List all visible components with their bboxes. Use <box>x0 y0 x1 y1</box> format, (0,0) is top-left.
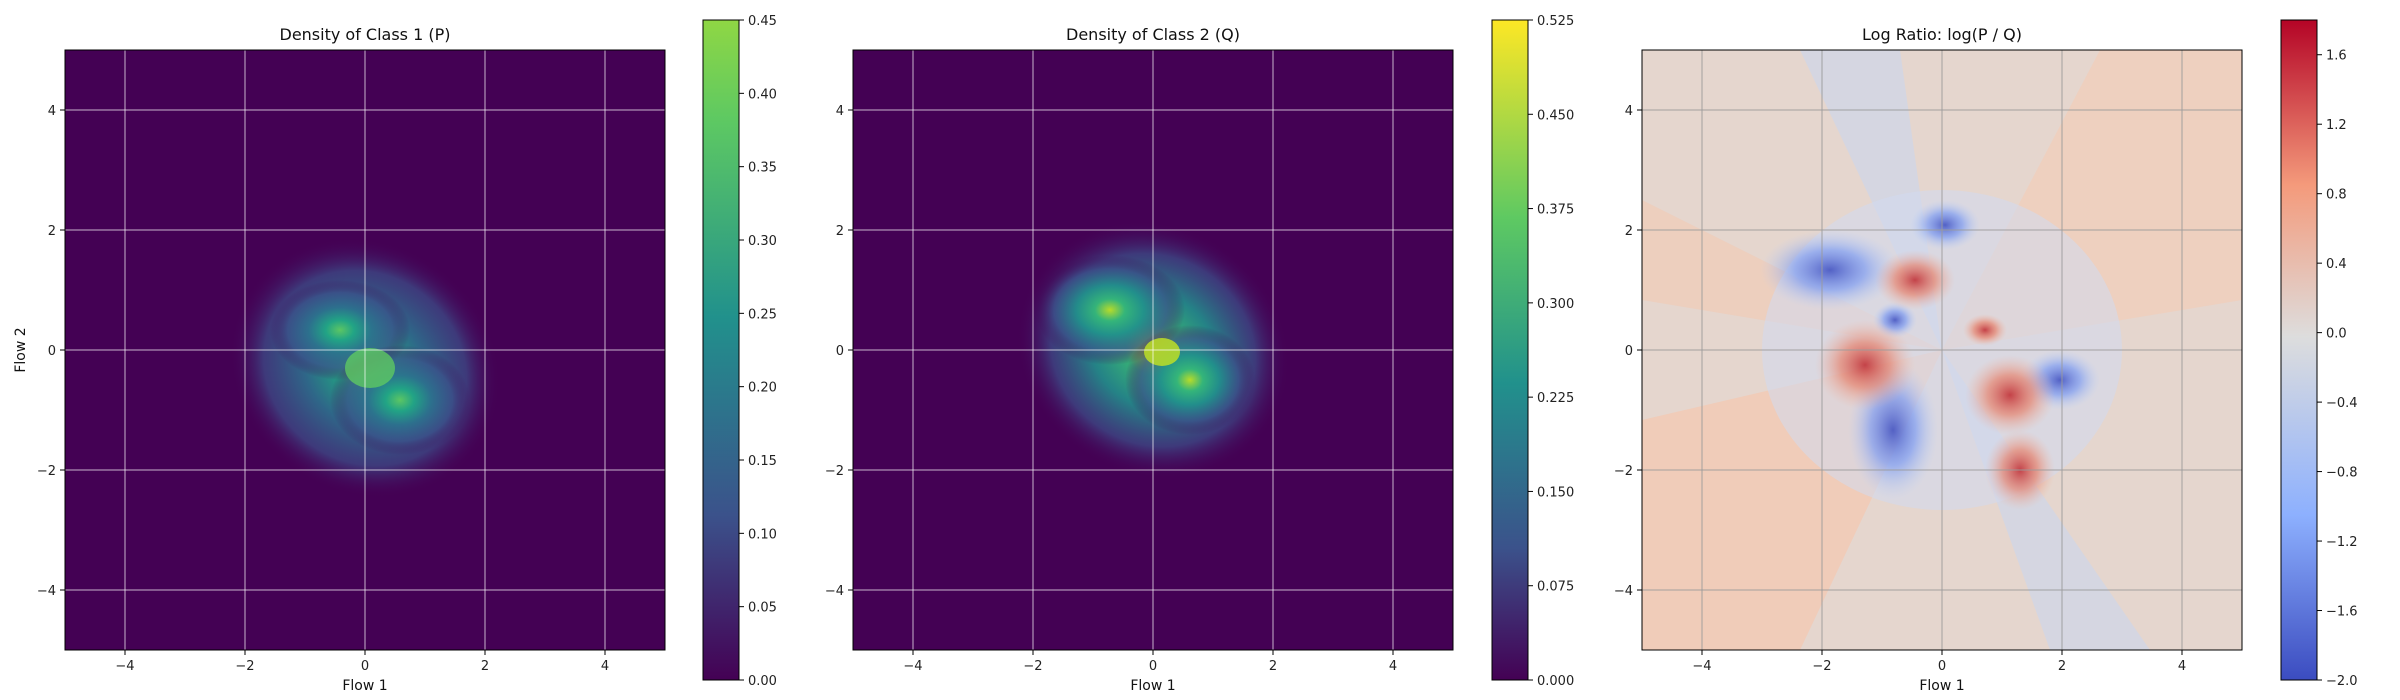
x-tick-label: 4 <box>601 659 609 674</box>
colorbar-tick-label: 0.300 <box>1537 297 1574 312</box>
grid-lines <box>65 50 665 650</box>
y-tick-label: −2 <box>37 464 56 479</box>
colorbar-tick-label: 0.450 <box>1537 108 1574 123</box>
y-tick-label: −4 <box>1614 584 1633 599</box>
y-tick-label: −2 <box>1614 464 1633 479</box>
colorbar-ticks: 0.000 0.075 0.150 0.225 0.300 0.375 0.450 0.525 <box>1528 14 1574 689</box>
y-tick-label: −4 <box>825 584 844 599</box>
density-blob <box>1016 221 1290 479</box>
x-tick-label: −4 <box>1692 659 1711 674</box>
colorbar-bar <box>702 19 740 681</box>
x-tick-label: 4 <box>2178 659 2186 674</box>
x-tick-label: 2 <box>1269 659 1277 674</box>
colorbar: 0.000 0.075 0.150 0.225 0.300 0.375 0.450 0.525 <box>1491 14 1574 689</box>
colorbar-tick-label: 0.375 <box>1537 203 1574 218</box>
y-tick-label: 0 <box>836 344 844 359</box>
y-tick-label: 0 <box>1625 344 1633 359</box>
y-tick-label: 2 <box>836 224 844 239</box>
y-tick-label: −2 <box>825 464 844 479</box>
colorbar-tick-label: 0.25 <box>748 307 777 322</box>
x-tick-label: 0 <box>361 659 369 674</box>
panel-title: Density of Class 1 (P) <box>280 25 451 44</box>
grid-lines <box>1642 50 2242 650</box>
colorbar-tick-label: 0.40 <box>748 87 777 102</box>
panel-class2: Density of Class 2 (Q) −4 −2 0 2 4 −4 −2 0 2 4 F… <box>825 14 1574 694</box>
colorbar-tick-label: 0.525 <box>1537 14 1574 29</box>
y-tick-label: 4 <box>48 104 56 119</box>
colorbar-tick-label: 0.05 <box>748 601 777 616</box>
colorbar-tick-label: 1.6 <box>2326 49 2347 64</box>
y-tick-label: 4 <box>1625 104 1633 119</box>
colorbar-tick-label: 0.15 <box>748 454 777 469</box>
panel-title: Density of Class 2 (Q) <box>1066 25 1240 44</box>
x-tick-label: −2 <box>1023 659 1042 674</box>
x-ticks: −4 −2 0 2 4 <box>903 650 1397 674</box>
x-tick-label: 0 <box>1938 659 1946 674</box>
colorbar-bar <box>1491 19 1529 681</box>
x-tick-label: −4 <box>903 659 922 674</box>
y-tick-label: 0 <box>48 344 56 359</box>
x-tick-label: −4 <box>115 659 134 674</box>
colorbar-tick-label: 0.0 <box>2326 327 2347 342</box>
x-tick-label: −2 <box>235 659 254 674</box>
y-axis-label: Flow 2 <box>13 327 29 372</box>
x-tick-label: −2 <box>1812 659 1831 674</box>
y-ticks: −4 −2 0 2 4 <box>37 104 65 599</box>
y-tick-label: 2 <box>48 224 56 239</box>
colorbar-ticks: 0.00 0.05 0.10 0.15 0.20 0.25 0.30 0.35 0.40 0.45 <box>739 14 777 689</box>
x-axis-label: Flow 1 <box>1919 678 1964 694</box>
colorbar-tick-label: 1.2 <box>2326 118 2347 133</box>
colorbar-tick-label: 0.30 <box>748 234 777 249</box>
panel-title: Log Ratio: log(P / Q) <box>1862 25 2022 44</box>
colorbar-tick-label: 0.000 <box>1537 674 1574 689</box>
panel-class1: Density of Class 1 (P) −4 −2 0 2 4 −4 −2 0 2 4 F… <box>13 14 777 694</box>
colorbar-tick-label: 0.8 <box>2326 188 2347 203</box>
colorbar-tick-label: 0.150 <box>1537 485 1574 500</box>
y-ticks: −4 −2 0 2 4 <box>1614 104 1642 599</box>
colorbar-tick-label: 0.10 <box>748 527 777 542</box>
y-ticks: −4 −2 0 2 4 <box>825 104 853 599</box>
colorbar-tick-label: −0.8 <box>2326 466 2358 481</box>
colorbar-tick-label: 0.075 <box>1537 580 1574 595</box>
colorbar-tick-label: 0.45 <box>748 14 777 29</box>
colorbar-bar <box>2280 19 2318 681</box>
x-tick-label: 2 <box>481 659 489 674</box>
log-ratio-field <box>1642 50 2242 650</box>
colorbar-tick-label: −2.0 <box>2326 674 2358 689</box>
x-tick-label: 4 <box>1389 659 1397 674</box>
colorbar-tick-label: 0.225 <box>1537 391 1574 406</box>
colorbar-tick-label: −1.6 <box>2326 605 2358 620</box>
colorbar: −2.0 −1.6 −1.2 −0.8 −0.4 0.0 0.4 0.8 1.2 1.6 <box>2280 19 2358 689</box>
colorbar-tick-label: 0.20 <box>748 381 777 396</box>
x-ticks: −4 −2 0 2 4 <box>1692 650 2186 674</box>
grid-lines <box>853 50 1453 650</box>
colorbar-tick-label: 0.35 <box>748 161 777 176</box>
x-axis-label: Flow 1 <box>342 678 387 694</box>
colorbar-tick-label: −1.2 <box>2326 535 2358 550</box>
colorbar-tick-label: 0.4 <box>2326 257 2347 272</box>
x-ticks: −4 −2 0 2 4 <box>115 650 609 674</box>
x-tick-label: 0 <box>1149 659 1157 674</box>
panel-log-ratio: Log Ratio: log(P / Q) <box>1614 19 2358 694</box>
y-tick-label: −4 <box>37 584 56 599</box>
x-tick-label: 2 <box>2058 659 2066 674</box>
colorbar-tick-label: −0.4 <box>2326 396 2358 411</box>
y-tick-label: 4 <box>836 104 844 119</box>
colorbar-tick-label: 0.00 <box>748 674 777 689</box>
x-axis-label: Flow 1 <box>1130 678 1175 694</box>
colorbar-ticks: −2.0 −1.6 −1.2 −0.8 −0.4 0.0 0.4 0.8 1.2 1.6 <box>2317 49 2358 689</box>
colorbar: 0.00 0.05 0.10 0.15 0.20 0.25 0.30 0.35 0.40 0.45 <box>702 14 777 689</box>
y-tick-label: 2 <box>1625 224 1633 239</box>
